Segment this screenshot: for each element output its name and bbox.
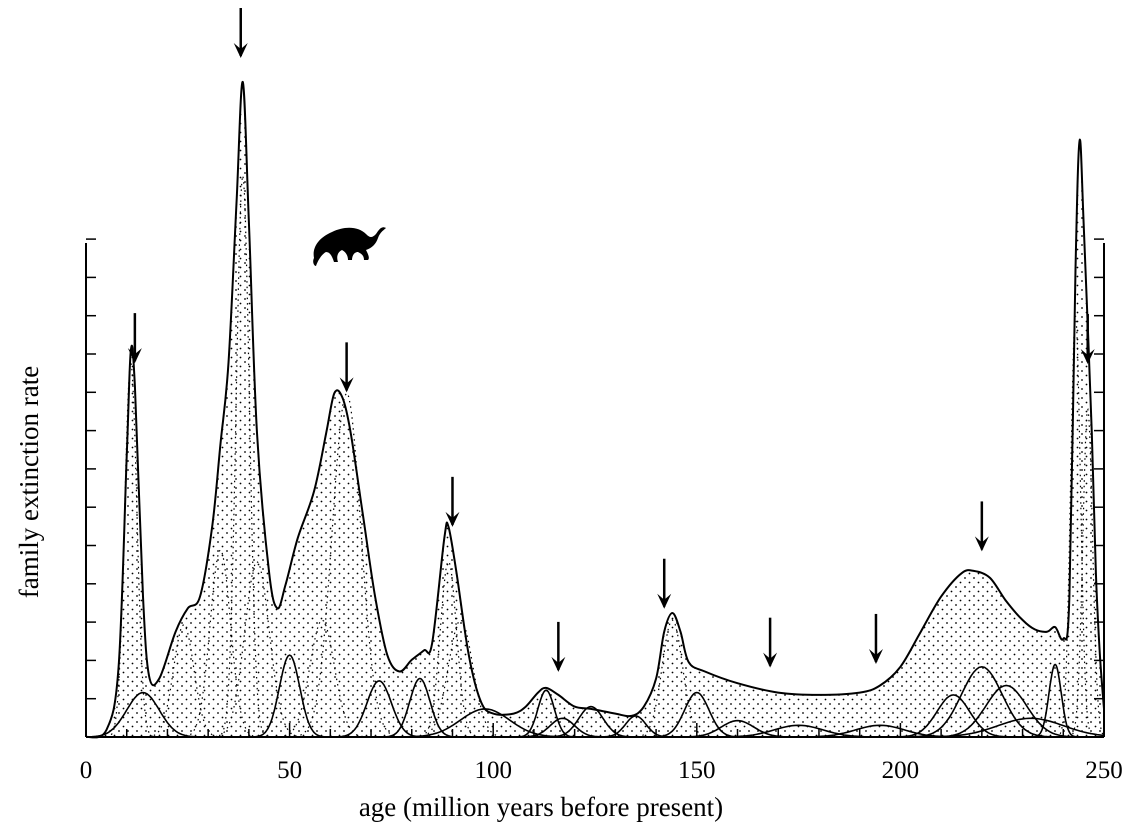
- x-tick-label: 200: [882, 757, 920, 784]
- x-tick-label: 100: [474, 757, 512, 784]
- arrow-head: [339, 377, 354, 393]
- component-curve-29: [1068, 407, 1105, 738]
- component-curve-27: [1030, 663, 1080, 738]
- component-curve-8: [289, 391, 404, 738]
- component-curve-24: [900, 665, 1064, 738]
- component-curve-18: [631, 619, 714, 738]
- x-tick-label: 0: [80, 757, 93, 784]
- arrow-head: [127, 348, 142, 364]
- arrow-head: [763, 652, 778, 668]
- arrow-head: [868, 648, 883, 664]
- component-curve-0: [106, 362, 156, 738]
- component-curve-5: [208, 560, 306, 738]
- component-curve-14: [513, 689, 579, 738]
- series-layer: [85, 80, 1105, 739]
- component-curve-4: [216, 175, 269, 738]
- stippled-fill-layer: [86, 81, 1104, 738]
- component-curve-12: [411, 619, 510, 738]
- x-tick-label: 250: [1085, 757, 1123, 784]
- stippled-area: [86, 81, 1104, 738]
- arrow-head: [1080, 349, 1095, 364]
- arrow-head: [551, 656, 566, 672]
- extinction-arrows: [127, 8, 1095, 672]
- arrow-head: [657, 593, 672, 609]
- x-axis-title: age (million years before present): [359, 792, 723, 822]
- component-curve-23: [888, 694, 1019, 738]
- x-tick-label: 50: [277, 757, 302, 784]
- x-tick-label: 150: [678, 757, 716, 784]
- y-axis-title: family extinction rate: [14, 366, 44, 598]
- arrow-head: [233, 43, 248, 58]
- component-curve-10: [379, 677, 461, 738]
- component-curve-11: [415, 560, 481, 738]
- arrow-head: [445, 511, 460, 527]
- dinosaur-icon: [313, 227, 386, 266]
- component-curve-6: [248, 654, 331, 738]
- axes: 0 50 100 150 200 250: [80, 238, 1123, 784]
- series-line: [85, 80, 1105, 739]
- arrow-head: [974, 536, 989, 552]
- component-curve-19: [647, 691, 746, 738]
